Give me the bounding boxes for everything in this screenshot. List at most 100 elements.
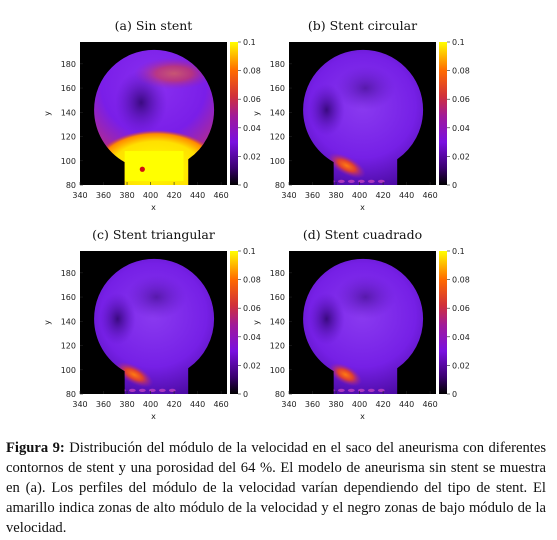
x-tick-label: 360 bbox=[96, 191, 111, 200]
figure-grid: (a) Sin stent 0 0.02 0.04 0.06 0.08 0.1 340 360 3… bbox=[43, 18, 470, 421]
dome-low bbox=[335, 66, 396, 111]
y-tick-label: 140 bbox=[61, 317, 76, 326]
colorbar-tick-label: 0.04 bbox=[452, 333, 470, 342]
x-tick-label: 360 bbox=[305, 400, 320, 409]
stent-strut bbox=[337, 388, 345, 392]
x-tick-label: 340 bbox=[281, 191, 296, 200]
x-tick-label: 440 bbox=[399, 191, 414, 200]
colorbar-tick-label: 0.08 bbox=[243, 276, 261, 285]
panel-title: (b) Stent circular bbox=[308, 18, 417, 33]
stent-strut bbox=[377, 388, 385, 392]
sac-field bbox=[94, 49, 215, 185]
dome-band bbox=[134, 57, 215, 90]
colorbar-tick-label: 0.08 bbox=[452, 276, 470, 285]
colorbar bbox=[439, 251, 447, 394]
x-tick-label: 420 bbox=[166, 400, 181, 409]
x-tick-label: 440 bbox=[190, 400, 205, 409]
inflow-high bbox=[124, 151, 184, 182]
colorbar-tick-label: 0.06 bbox=[452, 304, 470, 313]
colorbar-tick-label: 0.02 bbox=[243, 152, 261, 161]
stent-strut bbox=[128, 388, 136, 392]
x-axis-label: x bbox=[151, 203, 156, 212]
panel-triangular: (c) Stent triangular 0 0.02 0.04 0.06 0.08 0.1… bbox=[43, 227, 261, 421]
y-axis-label: y bbox=[43, 320, 52, 325]
y-tick-label: 80 bbox=[275, 181, 285, 190]
x-tick-label: 400 bbox=[143, 191, 158, 200]
dome-low bbox=[335, 275, 396, 320]
y-tick-label: 140 bbox=[61, 108, 76, 117]
x-tick-label: 420 bbox=[166, 191, 181, 200]
stent-strut bbox=[168, 388, 176, 392]
stent-strut bbox=[357, 388, 365, 392]
x-tick-label: 400 bbox=[352, 191, 367, 200]
x-tick-label: 460 bbox=[213, 191, 228, 200]
colorbar-tick-label: 0 bbox=[243, 181, 248, 190]
y-tick-label: 180 bbox=[61, 269, 76, 278]
colorbar-tick-label: 0.02 bbox=[452, 361, 470, 370]
vortex-low bbox=[99, 292, 136, 345]
caption-text: Distribución del módulo de la velocidad … bbox=[6, 440, 546, 536]
y-tick-label: 140 bbox=[270, 317, 285, 326]
panel-none: (a) Sin stent 0 0.02 0.04 0.06 0.08 0.1 340 360 3… bbox=[43, 18, 261, 212]
y-tick-label: 100 bbox=[270, 157, 285, 166]
stent-strut bbox=[367, 179, 375, 183]
x-tick-label: 460 bbox=[213, 400, 228, 409]
y-axis-label: y bbox=[43, 111, 52, 116]
colorbar-tick-label: 0.02 bbox=[243, 361, 261, 370]
colorbar bbox=[230, 251, 238, 394]
x-tick-label: 420 bbox=[375, 400, 390, 409]
colorbar-tick-label: 0.1 bbox=[243, 38, 256, 47]
y-tick-label: 160 bbox=[61, 293, 76, 302]
colorbar-tick-label: 0.04 bbox=[452, 124, 470, 133]
y-tick-label: 180 bbox=[270, 60, 285, 69]
x-tick-label: 380 bbox=[119, 191, 134, 200]
x-tick-label: 400 bbox=[352, 400, 367, 409]
y-tick-label: 120 bbox=[61, 342, 76, 351]
y-tick-label: 120 bbox=[270, 133, 285, 142]
stent-strut bbox=[357, 179, 365, 183]
x-tick-label: 440 bbox=[190, 191, 205, 200]
panel-circular: (b) Stent circular 0 0.02 0.04 0.06 0.08 0.1 34… bbox=[252, 18, 470, 212]
y-tick-label: 80 bbox=[66, 390, 76, 399]
colorbar-tick-label: 0.06 bbox=[452, 95, 470, 104]
colorbar bbox=[230, 42, 238, 185]
colorbar-tick-label: 0.08 bbox=[243, 67, 261, 76]
colorbar-tick-label: 0.1 bbox=[452, 247, 465, 256]
colorbar-tick-label: 0.04 bbox=[243, 333, 261, 342]
x-tick-label: 460 bbox=[422, 400, 437, 409]
y-tick-label: 160 bbox=[270, 293, 285, 302]
figure-caption: Figura 9: Distribución del módulo de la … bbox=[6, 438, 546, 538]
stent-strut bbox=[158, 388, 166, 392]
colorbar-tick-label: 0 bbox=[243, 390, 248, 399]
stent-strut bbox=[347, 388, 355, 392]
y-tick-label: 180 bbox=[270, 269, 285, 278]
y-tick-label: 160 bbox=[270, 84, 285, 93]
x-axis-label: x bbox=[360, 203, 365, 212]
x-axis-label: x bbox=[151, 412, 156, 421]
x-tick-label: 380 bbox=[328, 191, 343, 200]
vortex-low bbox=[308, 292, 345, 345]
jet-high bbox=[329, 363, 362, 387]
vortex-low bbox=[308, 83, 345, 136]
y-axis-label: y bbox=[252, 320, 261, 325]
x-tick-label: 360 bbox=[305, 191, 320, 200]
colorbar-tick-label: 0.1 bbox=[243, 247, 256, 256]
colorbar-tick-label: 0.04 bbox=[243, 124, 261, 133]
stent-strut bbox=[347, 179, 355, 183]
stagnation-point bbox=[139, 166, 145, 172]
colorbar-tick-label: 0 bbox=[452, 181, 457, 190]
dome-low bbox=[126, 275, 187, 320]
x-tick-label: 380 bbox=[328, 400, 343, 409]
y-tick-label: 100 bbox=[270, 366, 285, 375]
y-tick-label: 100 bbox=[61, 366, 76, 375]
colorbar-tick-label: 0.06 bbox=[243, 304, 261, 313]
colorbar-tick-label: 0.02 bbox=[452, 152, 470, 161]
x-tick-label: 400 bbox=[143, 400, 158, 409]
y-axis-label: y bbox=[252, 111, 261, 116]
stent-strut bbox=[377, 179, 385, 183]
y-tick-label: 100 bbox=[61, 157, 76, 166]
y-tick-label: 80 bbox=[66, 181, 76, 190]
colorbar-tick-label: 0.1 bbox=[452, 38, 465, 47]
x-tick-label: 340 bbox=[281, 400, 296, 409]
y-tick-label: 180 bbox=[61, 60, 76, 69]
